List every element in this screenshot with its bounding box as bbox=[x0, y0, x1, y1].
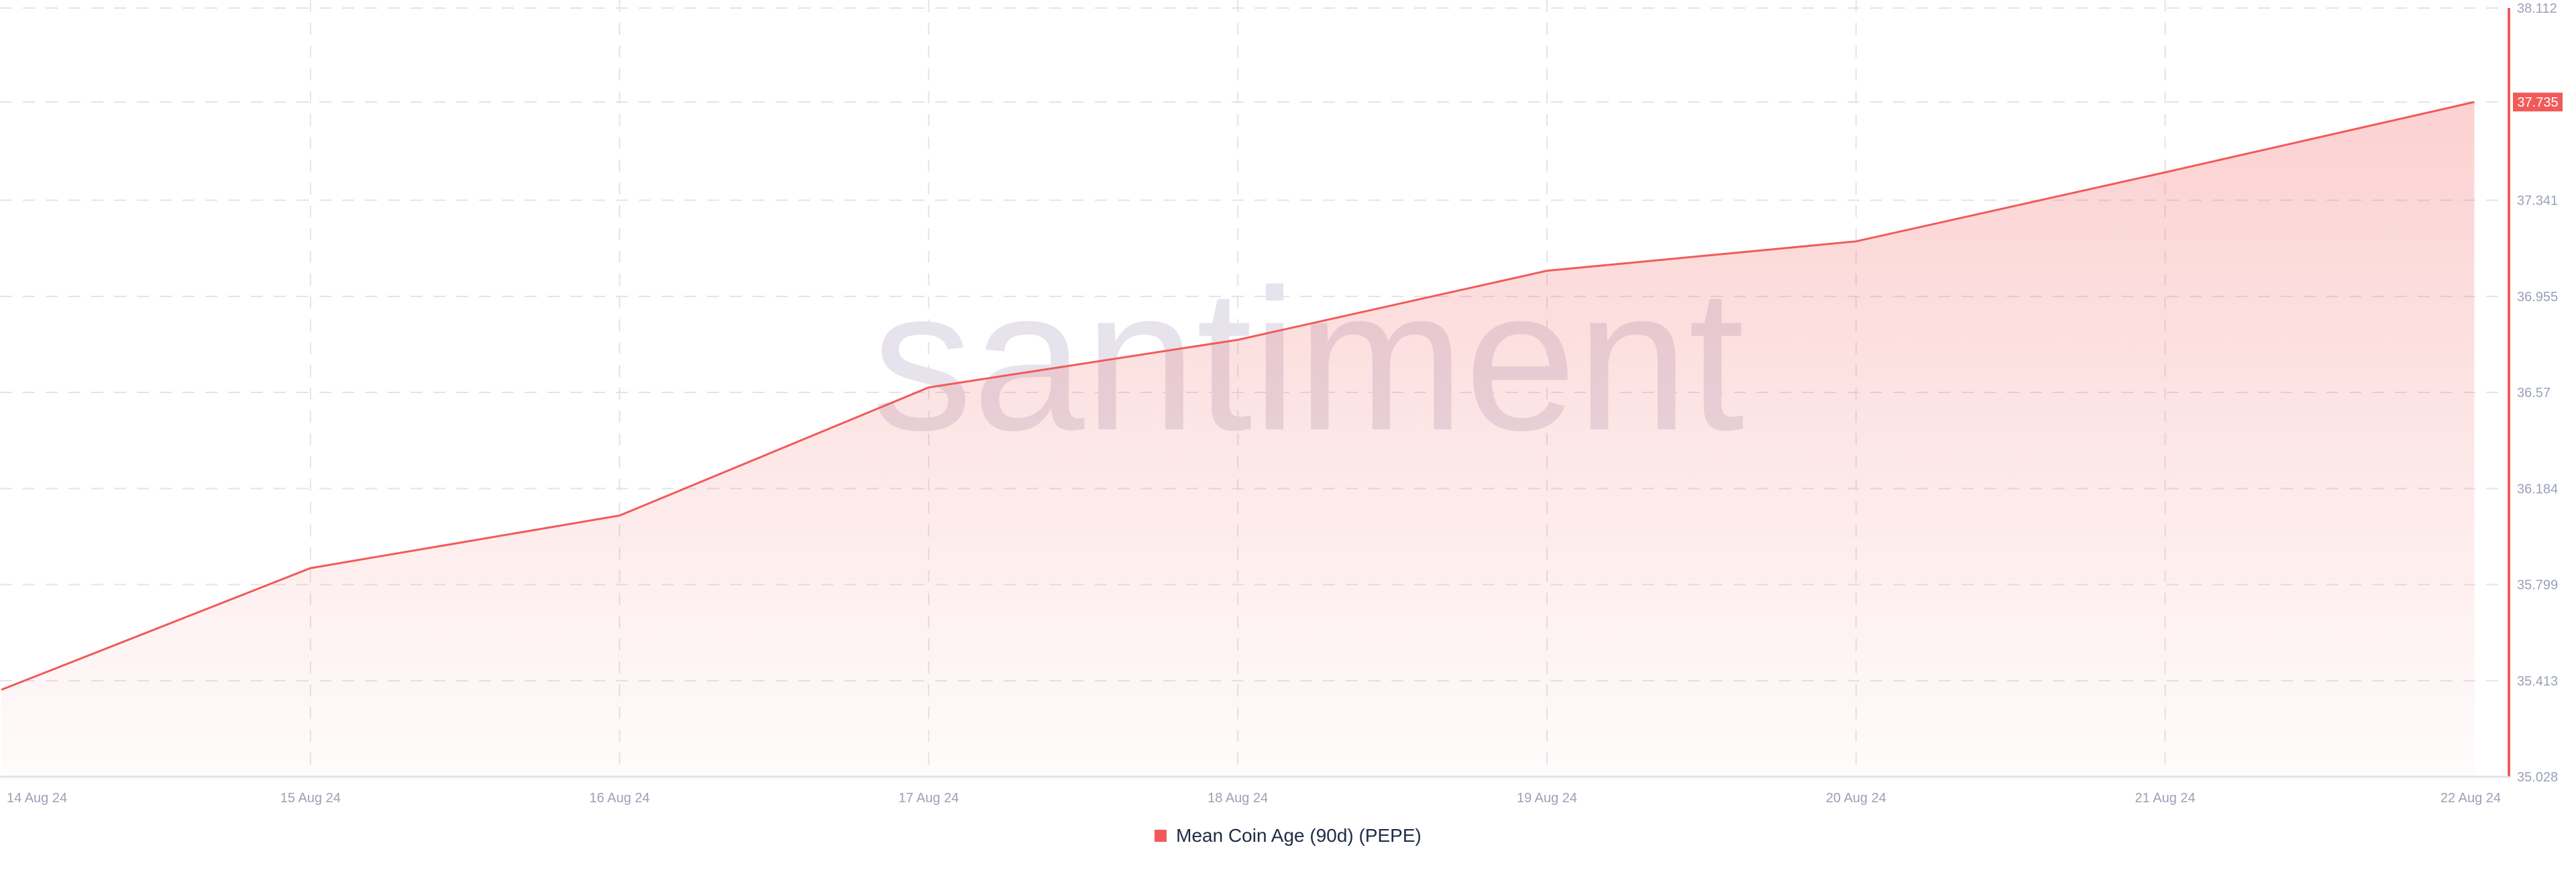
x-axis: 14 Aug 24 15 Aug 24 16 Aug 24 17 Aug 24 18 A… bbox=[0, 775, 2509, 806]
x-tick-label: 17 Aug 24 bbox=[898, 791, 959, 806]
y-tick-label: 36.184 bbox=[2517, 482, 2558, 496]
y-tick-label: 36.955 bbox=[2517, 290, 2558, 305]
y-tick-label: 35.799 bbox=[2517, 578, 2558, 593]
y-tick-label: 35.413 bbox=[2517, 674, 2558, 689]
x-tick-label: 20 Aug 24 bbox=[1826, 791, 1886, 806]
x-tick-label: 19 Aug 24 bbox=[1517, 791, 1577, 806]
area-fill bbox=[1, 102, 2475, 777]
y-tick-label: 38.112 bbox=[2517, 1, 2557, 16]
x-tick-label: 21 Aug 24 bbox=[2135, 791, 2196, 806]
series-area bbox=[1, 101, 2475, 777]
legend[interactable]: Mean Coin Age (90d) (PEPE) bbox=[0, 825, 2576, 847]
legend-swatch bbox=[1155, 830, 1167, 842]
x-tick-label: 14 Aug 24 bbox=[7, 791, 67, 806]
y-tick-label: 35.028 bbox=[2517, 770, 2558, 785]
y-tick-label: 37.341 bbox=[2517, 194, 2558, 209]
y-axis[interactable]: 38.112 37.341 36.955 36.57 36.184 35.799 35.41… bbox=[2508, 1, 2563, 785]
last-value-badge bbox=[2513, 93, 2563, 112]
x-tick-label: 16 Aug 24 bbox=[590, 791, 650, 806]
legend-label: Mean Coin Age (90d) (PEPE) bbox=[1176, 825, 1421, 846]
x-tick-label: 18 Aug 24 bbox=[1208, 791, 1268, 806]
x-tick-label: 22 Aug 24 bbox=[2440, 791, 2501, 806]
x-tick-label: 15 Aug 24 bbox=[280, 791, 341, 806]
y-tick-label: 36.57 bbox=[2517, 386, 2551, 400]
last-value-label: 37.735 bbox=[2517, 95, 2558, 110]
